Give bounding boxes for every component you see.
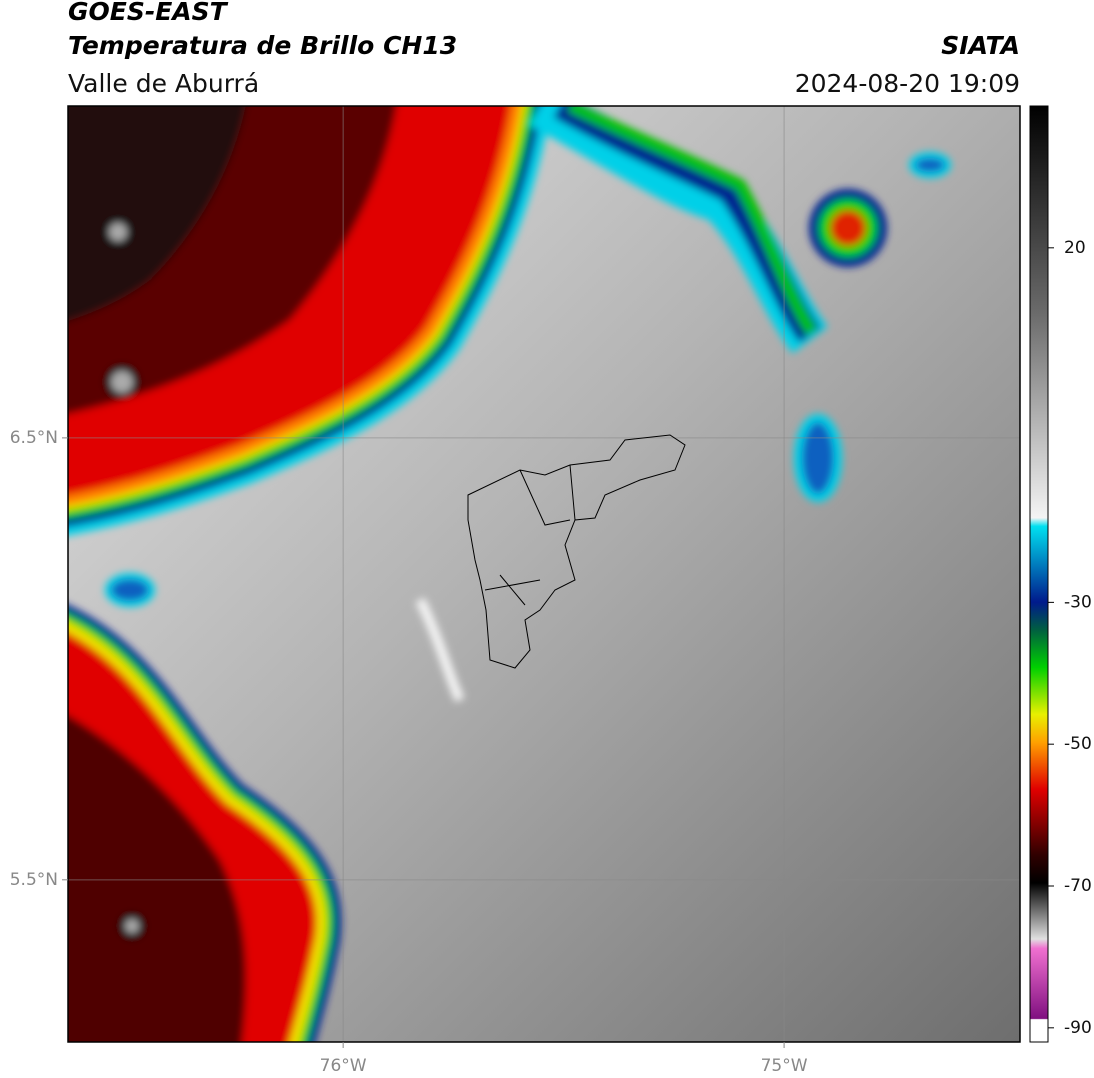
colorbar xyxy=(1029,105,1049,1043)
datetime: 2024-08-20 19:09 xyxy=(795,69,1020,98)
region: Valle de Aburrá xyxy=(68,69,259,98)
satellite-image xyxy=(68,106,1020,1042)
subtitle: Temperatura de Brillo CH13 xyxy=(68,31,457,60)
colorbar-label: -50 xyxy=(1064,734,1092,754)
lon-label: 75°W xyxy=(761,1056,808,1076)
lat-label: 5.5°N xyxy=(10,870,58,890)
colorbar-label: -30 xyxy=(1064,592,1092,612)
graticule xyxy=(68,106,1020,1042)
lon-label: 76°W xyxy=(320,1056,367,1076)
colorbar-label: 20 xyxy=(1064,238,1086,258)
title: GOES-EAST xyxy=(68,0,229,26)
source: SIATA xyxy=(941,31,1020,60)
map-frame xyxy=(67,105,1021,1043)
lat-label: 6.5°N xyxy=(10,428,58,448)
colorbar-label: -70 xyxy=(1064,876,1092,896)
colorbar-label: -90 xyxy=(1064,1018,1092,1038)
basin-outline xyxy=(467,434,686,669)
